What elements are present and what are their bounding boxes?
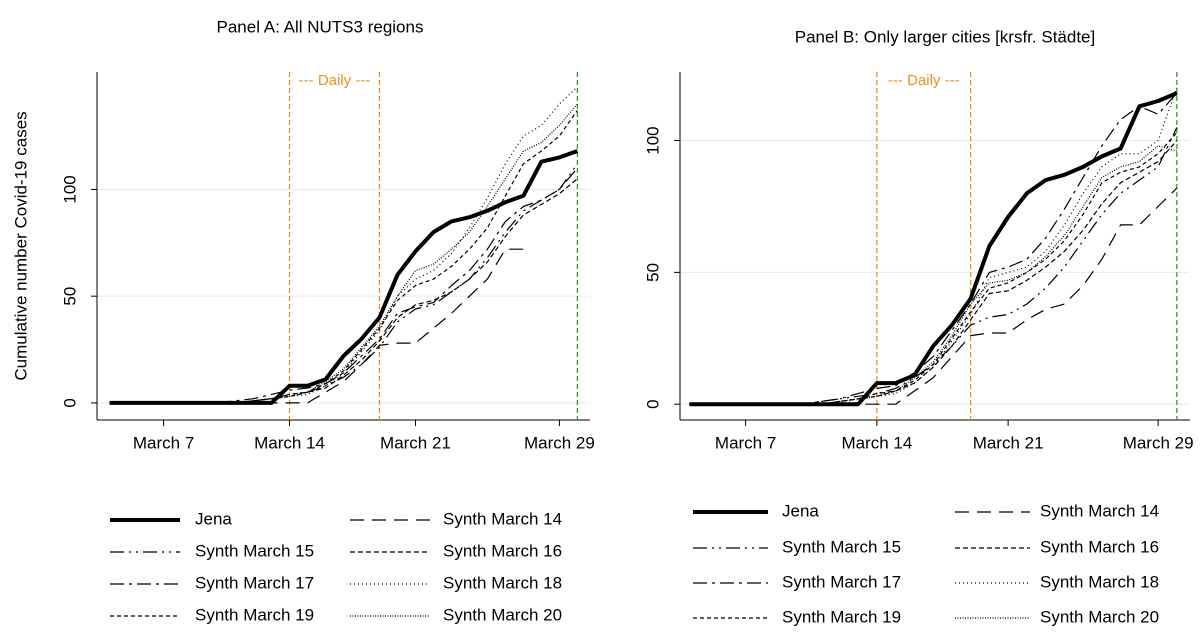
legend-label: Synth March 17	[195, 573, 314, 592]
series-line	[109, 86, 578, 404]
legend-label: Synth March 14	[443, 509, 562, 528]
series-line	[689, 132, 1178, 405]
x-tick-label: March 14	[254, 433, 325, 452]
x-tick-label: March 7	[133, 433, 194, 452]
legend-label: Synth March 16	[1040, 537, 1159, 556]
legend-label: Synth March 20	[1040, 607, 1159, 626]
series-line	[689, 187, 1178, 405]
x-tick-label: March 29	[524, 433, 595, 452]
chart-title: Panel B: Only larger cities [krsfr. Städ…	[795, 27, 1095, 46]
x-tick-label: March 21	[973, 433, 1044, 452]
x-tick-label: March 7	[715, 433, 776, 452]
legend-label: Synth March 15	[782, 537, 901, 556]
series-line	[689, 145, 1178, 405]
y-tick-label: 0	[60, 398, 79, 407]
annotation: --- Daily ---	[888, 72, 960, 89]
x-tick-label: March 14	[841, 433, 912, 452]
y-tick-label: 100	[643, 126, 662, 154]
series-line	[689, 92, 1178, 405]
x-tick-label: March 29	[1123, 433, 1194, 452]
legend-label: Synth March 19	[782, 607, 901, 626]
chart-title: Panel A: All NUTS3 regions	[217, 17, 424, 36]
legend-label: Synth March 14	[1040, 501, 1159, 520]
annotation: --- Daily ---	[299, 72, 371, 89]
y-tick-label: 50	[60, 287, 79, 306]
series-line	[109, 149, 579, 405]
series-line	[109, 248, 524, 404]
legend-label: Synth March 19	[195, 605, 314, 624]
legend-label: Synth March 16	[443, 541, 562, 560]
series-line	[689, 127, 1178, 405]
y-tick-label: 50	[643, 263, 662, 282]
legend-label: Synth March 15	[195, 541, 314, 560]
series-line	[109, 103, 578, 404]
series-line	[689, 91, 1178, 407]
series-line	[109, 178, 578, 404]
y-axis-label: Cumulative number Covid-19 cases	[11, 111, 30, 380]
y-tick-label: 0	[643, 399, 662, 408]
legend-label: Jena	[195, 509, 232, 528]
y-tick-label: 100	[60, 175, 79, 203]
legend-label: Synth March 18	[443, 573, 562, 592]
x-tick-label: March 21	[380, 433, 451, 452]
legend-label: Synth March 17	[782, 572, 901, 591]
legend-label: Jena	[782, 501, 819, 520]
legend-label: Synth March 20	[443, 605, 562, 624]
legend-label: Synth March 18	[1040, 572, 1159, 591]
series-line	[689, 87, 1178, 405]
